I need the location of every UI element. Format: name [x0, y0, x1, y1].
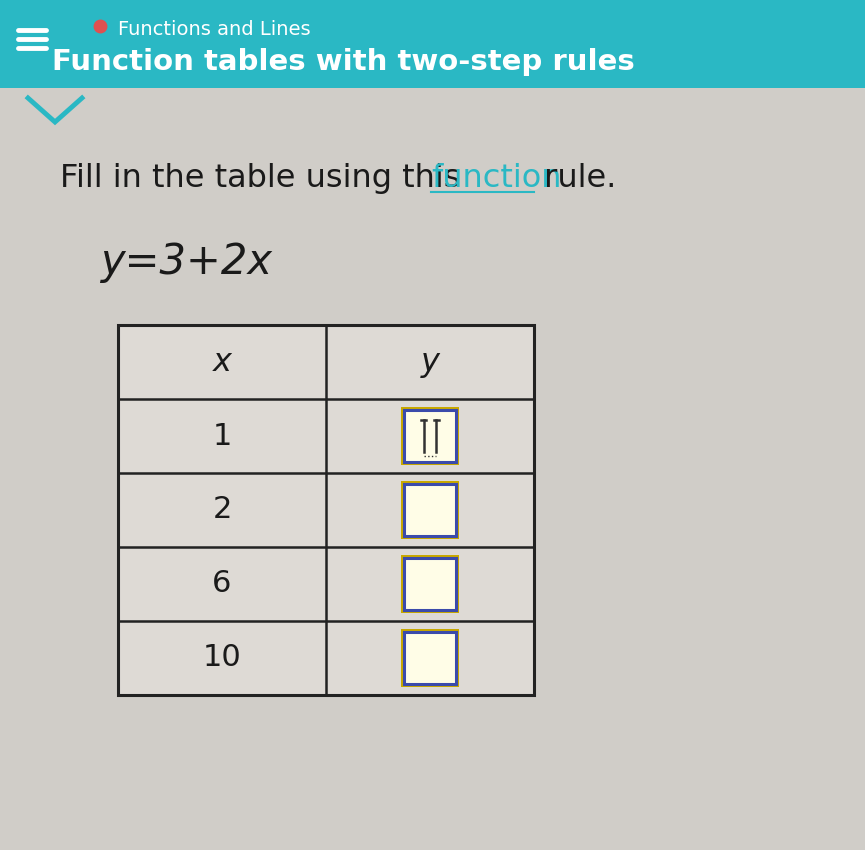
- Text: 1: 1: [212, 422, 232, 451]
- Bar: [401, 629, 459, 687]
- Text: Functions and Lines: Functions and Lines: [118, 20, 311, 39]
- Bar: [404, 484, 456, 536]
- Bar: [401, 555, 459, 613]
- Text: y=3+2x: y=3+2x: [100, 241, 272, 283]
- Text: 2: 2: [212, 496, 232, 524]
- Bar: [0, 88, 865, 850]
- Bar: [404, 558, 456, 610]
- Text: Fill in the table using this: Fill in the table using this: [60, 162, 471, 194]
- Text: y: y: [420, 347, 439, 377]
- Bar: [404, 632, 456, 684]
- Text: 10: 10: [202, 643, 241, 672]
- Text: x: x: [213, 347, 232, 377]
- Bar: [118, 325, 534, 695]
- Bar: [118, 325, 534, 695]
- Bar: [401, 407, 459, 465]
- Text: Function tables with two-step rules: Function tables with two-step rules: [52, 48, 635, 76]
- Text: function: function: [431, 162, 561, 194]
- Text: 6: 6: [212, 570, 232, 598]
- Bar: [401, 481, 459, 539]
- Text: rule.: rule.: [534, 162, 616, 194]
- Bar: [0, 0, 865, 88]
- Bar: [404, 410, 456, 462]
